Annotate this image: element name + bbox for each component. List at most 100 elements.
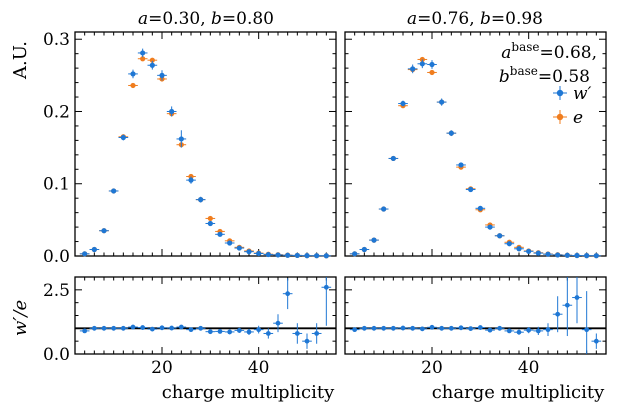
wprime-point [429, 61, 435, 68]
panel-1-title: a=0.30, b=0.80 [138, 9, 274, 29]
wprime-point [574, 252, 580, 259]
ratio-point [497, 325, 503, 331]
ratio-point [111, 325, 117, 331]
wprime-point [487, 224, 493, 230]
wprime-point [497, 233, 503, 239]
ratio-point [246, 329, 252, 335]
wprime-point [352, 251, 358, 257]
annotation-line2: bbase=0.58 [499, 64, 590, 87]
wprime-point [149, 62, 155, 68]
y-tick-label-ratio: 2.5 [43, 281, 70, 301]
wprime-point [217, 231, 223, 237]
ratio-point [120, 325, 126, 331]
ratio-point [256, 327, 262, 333]
ratio-point [140, 325, 146, 330]
x-tick-label: 20 [151, 358, 173, 378]
wprime-point [448, 130, 454, 136]
wprime-point [323, 253, 329, 259]
x-axis-label-left: charge multiplicity [162, 382, 335, 403]
e-point [188, 173, 194, 180]
wprime-point [361, 246, 367, 253]
wprime-point [207, 220, 213, 227]
wprime-point [227, 240, 233, 246]
wprime-point [91, 246, 97, 253]
ratio-point [448, 325, 454, 331]
legend-wprime-marker [556, 89, 564, 97]
e-point [140, 56, 146, 62]
ratio-point [352, 327, 358, 333]
ratio-point [593, 338, 599, 344]
ratio-point [169, 325, 175, 331]
ratio-point [275, 320, 281, 326]
ratio-point [236, 327, 242, 333]
legend-wprime-label: w′ [573, 84, 592, 104]
ratio-point [564, 302, 570, 308]
y-tick-label-top: 0.3 [43, 30, 70, 50]
ratio-point [429, 324, 435, 330]
wprime-point [410, 66, 416, 72]
ratio-point [545, 327, 551, 333]
ratio-point [371, 325, 377, 331]
y-tick-label-ratio: 0.0 [43, 345, 70, 365]
ratio-point [198, 325, 204, 331]
ratio-point [323, 284, 329, 290]
e-point [429, 69, 435, 76]
wprime-point [535, 250, 541, 256]
wprime-point [584, 253, 590, 259]
ratio-point [410, 325, 416, 331]
annotation-line1: abase=0.68, [501, 40, 597, 63]
wprime-point [516, 246, 522, 252]
wprime-point [120, 134, 126, 141]
wprime-point [545, 251, 551, 257]
wprime-point [555, 252, 561, 258]
ratio-point [285, 291, 291, 297]
wprime-point [256, 250, 262, 257]
ratio-point [419, 326, 425, 332]
ratio-point [361, 325, 367, 331]
y-tick-label-top: 0.1 [43, 175, 70, 195]
ratio-point [178, 324, 184, 330]
y-axis-label-top: A.U. [10, 41, 31, 80]
wprime-point [468, 186, 474, 193]
wprime-point [169, 108, 175, 115]
wprime-point [111, 188, 117, 194]
wprime-point [246, 249, 252, 255]
x-axis-label-right: charge multiplicity [432, 382, 605, 403]
wprime-point [526, 248, 532, 254]
ratio-point [294, 331, 300, 336]
wprime-point [285, 252, 291, 258]
ratio-point [217, 329, 223, 334]
wprime-point [419, 61, 425, 67]
e-point [130, 82, 136, 89]
ratio-point [390, 325, 396, 331]
wprime-point [130, 71, 136, 77]
ratio-point [535, 328, 541, 334]
ratio-point [130, 324, 136, 330]
wprime-point [140, 50, 146, 56]
wprime-point [265, 251, 271, 258]
wprime-point [381, 206, 387, 212]
wprime-point [275, 252, 281, 258]
wprime-point [82, 251, 88, 257]
ratio-point [526, 327, 532, 333]
wprime-point [178, 136, 184, 142]
ratio-point [555, 311, 561, 317]
wprime-point [314, 253, 320, 259]
y-axis-label-ratio: w′/e [10, 300, 31, 336]
wprime-point [439, 99, 445, 105]
ratio-point [101, 325, 107, 331]
ratio-point [159, 325, 165, 331]
panel-1-top-frame [74, 31, 337, 257]
ratio-point [487, 327, 493, 333]
wprime-point [564, 252, 570, 258]
wprime-point [101, 228, 107, 234]
ratio-point [188, 327, 194, 333]
wprime-point [198, 197, 204, 203]
ratio-point [477, 325, 483, 330]
wprime-point [304, 253, 310, 259]
ratio-point [91, 325, 97, 331]
ratio-point [574, 295, 580, 300]
ratio-point [458, 325, 464, 331]
legend-e-marker [556, 113, 564, 121]
